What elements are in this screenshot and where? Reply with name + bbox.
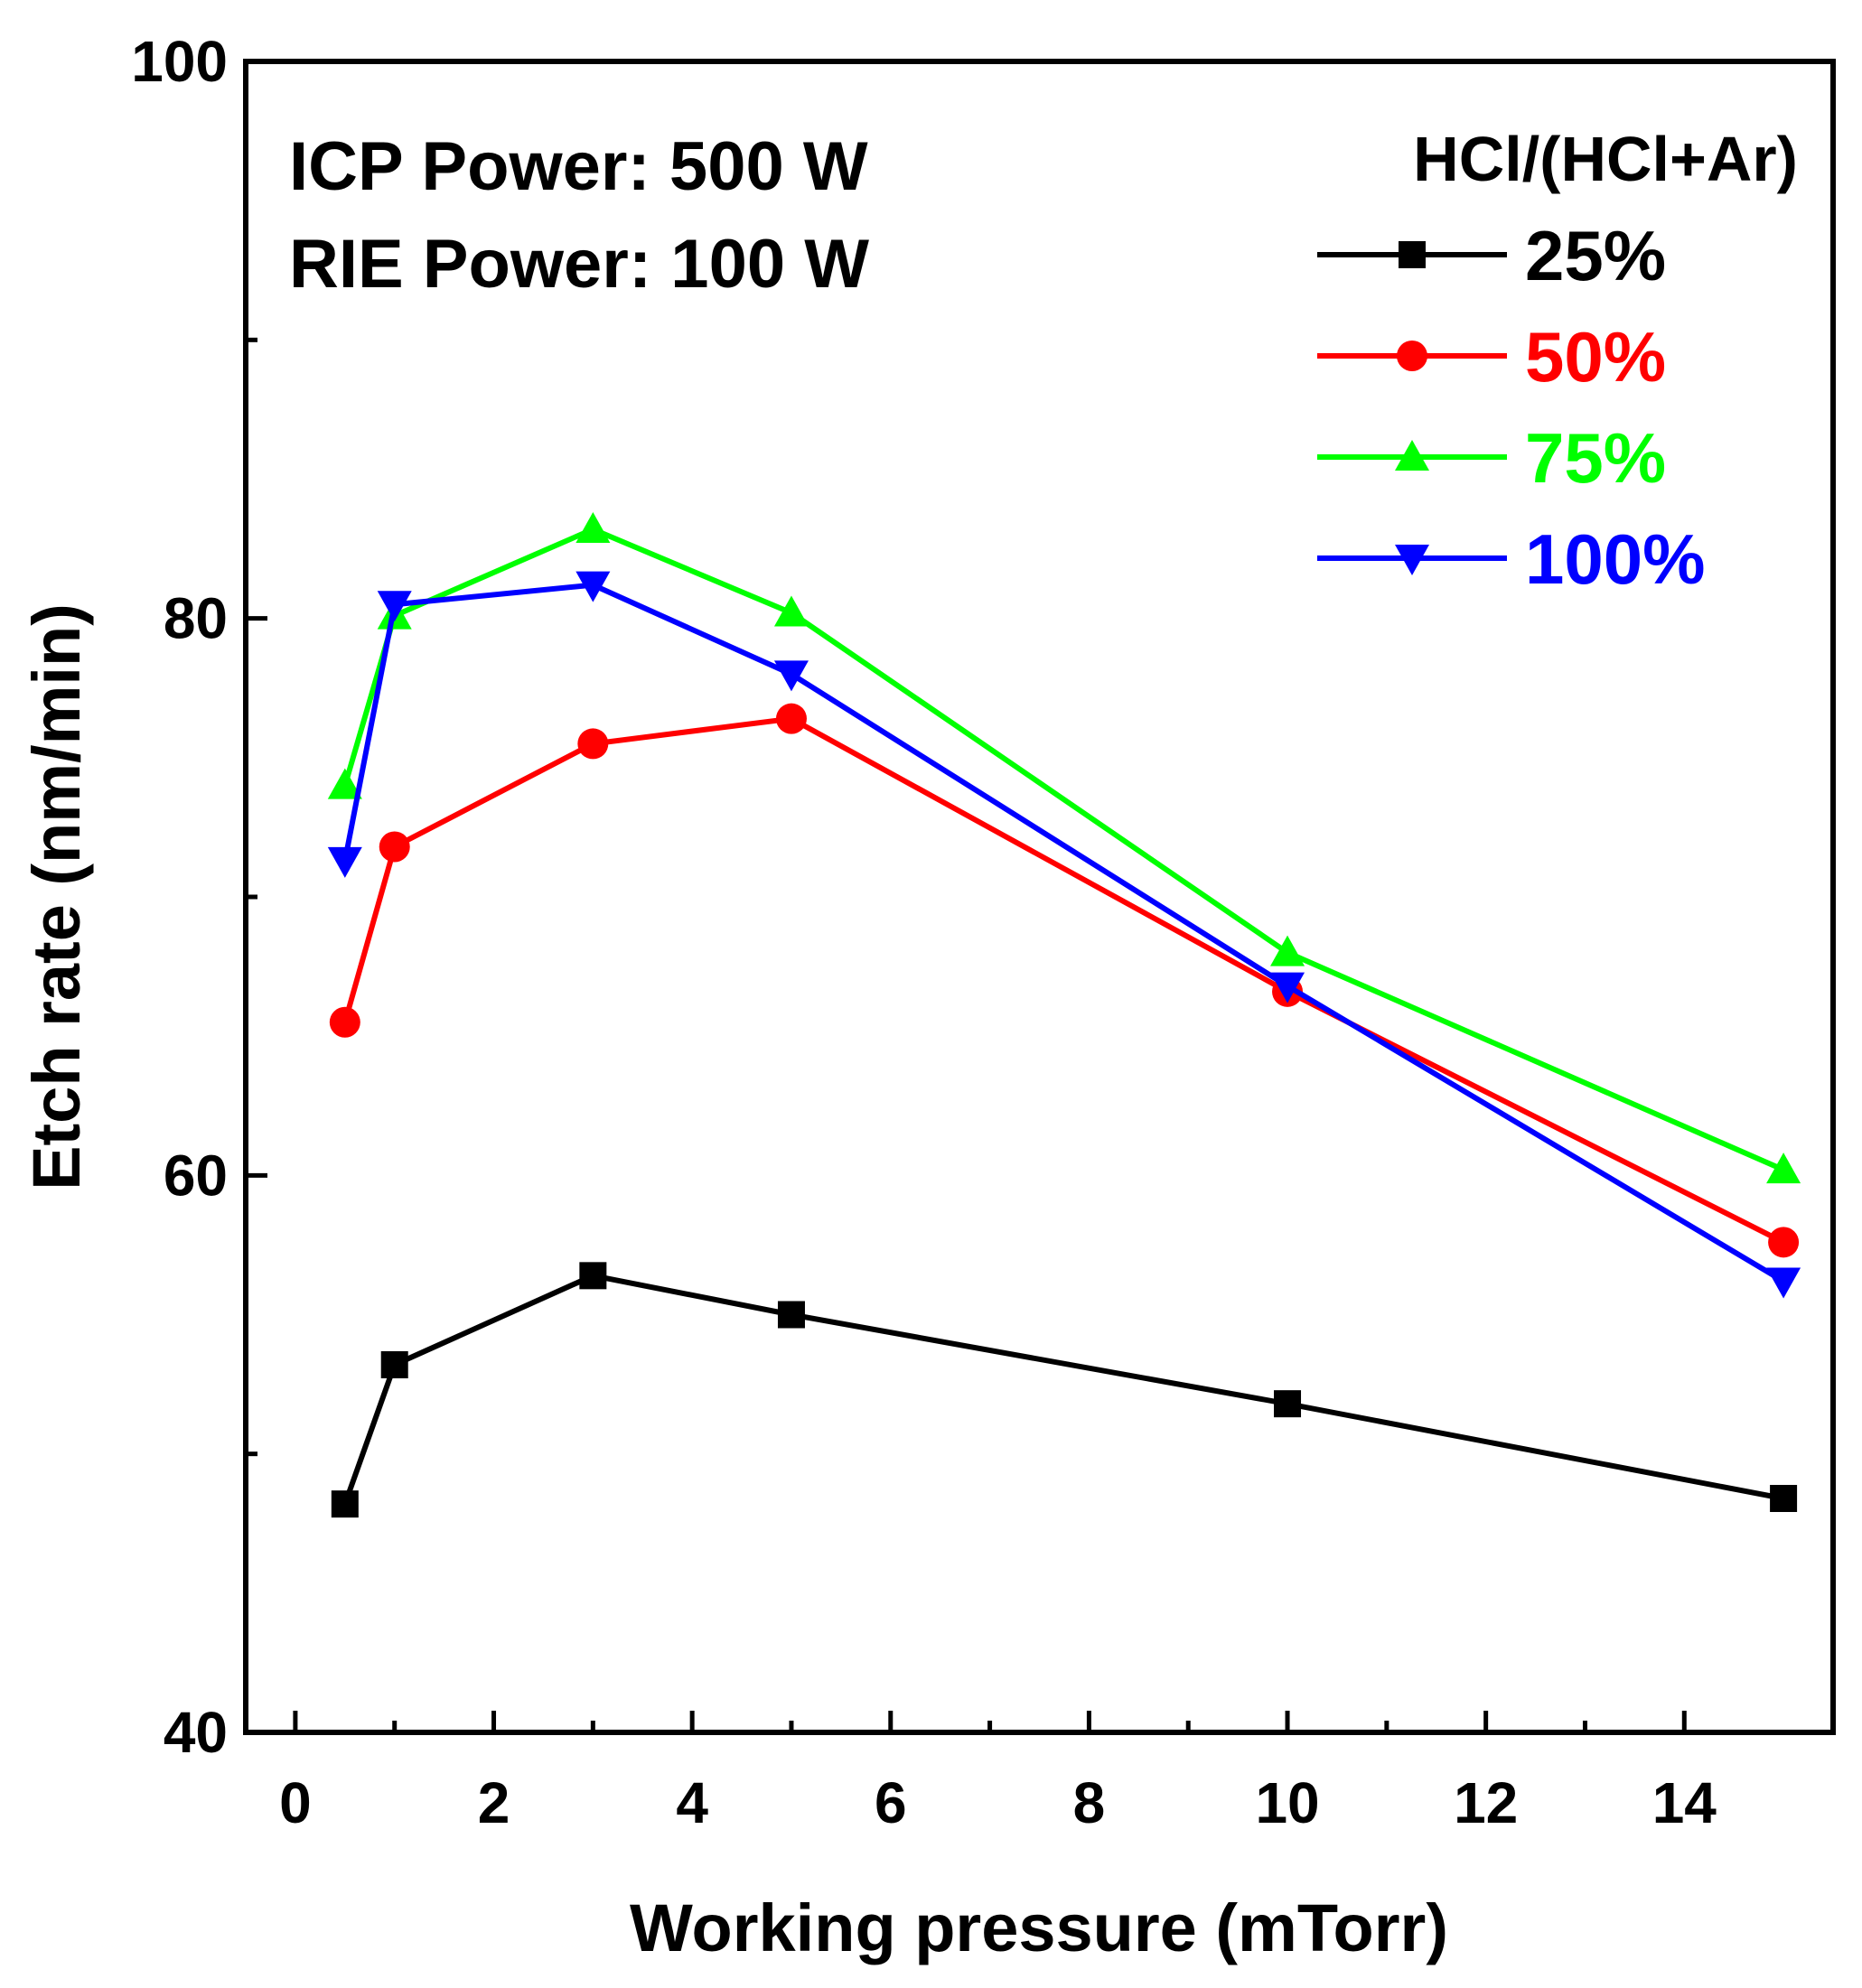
y-tick-label: 100 <box>131 29 228 94</box>
x-tick-label: 6 <box>875 1770 907 1835</box>
legend-marker <box>1399 241 1426 268</box>
y-tick-label: 60 <box>164 1143 228 1208</box>
data-point <box>1768 1227 1800 1258</box>
data-point <box>777 1301 805 1329</box>
data-point <box>1766 1267 1801 1299</box>
data-point <box>327 768 362 799</box>
legend-item: 25% <box>1317 216 1666 295</box>
data-point <box>1766 1153 1801 1184</box>
y-axis-title: Etch rate (nm/min) <box>19 603 94 1190</box>
x-tick-label: 0 <box>279 1770 312 1835</box>
data-point <box>575 512 611 543</box>
data-point <box>773 595 809 627</box>
series-line <box>342 582 1785 1284</box>
data-point <box>379 831 410 863</box>
plot-frame <box>243 59 1836 1735</box>
y-tick-label: 80 <box>164 586 228 651</box>
legend-label: 50% <box>1525 317 1666 397</box>
data-point <box>377 591 412 622</box>
data-point <box>1274 1390 1302 1418</box>
legend-item: 100% <box>1317 519 1706 599</box>
legend-title: HCl/(HCl+Ar) <box>1413 124 1798 194</box>
legend: HCl/(HCl+Ar) 25% 50% 75% 100% <box>1317 124 1798 599</box>
data-point <box>1270 972 1305 1003</box>
x-tick-label: 12 <box>1454 1770 1518 1835</box>
legend-marker <box>1395 545 1429 575</box>
data-point <box>775 703 807 734</box>
series-25-percent <box>331 1262 1798 1518</box>
data-point <box>579 1262 607 1290</box>
series-100-percent <box>327 571 1801 1299</box>
legend-marker <box>1397 341 1427 371</box>
x-axis-title: Working pressure (mTorr) <box>630 1890 1448 1965</box>
data-point <box>380 1351 408 1378</box>
x-tick-label: 10 <box>1255 1770 1319 1835</box>
x-tick-label: 8 <box>1073 1770 1106 1835</box>
data-point <box>329 1006 360 1038</box>
legend-label: 100% <box>1525 519 1706 599</box>
tick-labels: 0 2 4 6 8 10 12 14 40 60 80 100 <box>131 29 1717 1835</box>
series-line <box>342 1273 1784 1506</box>
y-tick-label: 40 <box>164 1700 228 1765</box>
data-series <box>327 512 1801 1518</box>
data-point <box>331 1490 359 1518</box>
annotation-rie-power: RIE Power: 100 W <box>289 226 869 303</box>
annotation-icp-power: ICP Power: 500 W <box>289 128 868 205</box>
data-point <box>1770 1485 1798 1512</box>
x-tick-label: 2 <box>478 1770 510 1835</box>
legend-item: 50% <box>1317 317 1666 397</box>
x-tick-label: 14 <box>1652 1770 1717 1835</box>
legend-marker <box>1395 440 1429 471</box>
x-tick-label: 4 <box>676 1770 708 1835</box>
legend-label: 75% <box>1525 418 1666 498</box>
data-point <box>1270 935 1305 966</box>
data-point <box>327 846 362 878</box>
legend-label: 25% <box>1525 216 1666 295</box>
legend-item: 75% <box>1317 418 1666 498</box>
data-point <box>577 728 609 760</box>
data-point <box>575 571 611 602</box>
data-point <box>773 660 809 692</box>
